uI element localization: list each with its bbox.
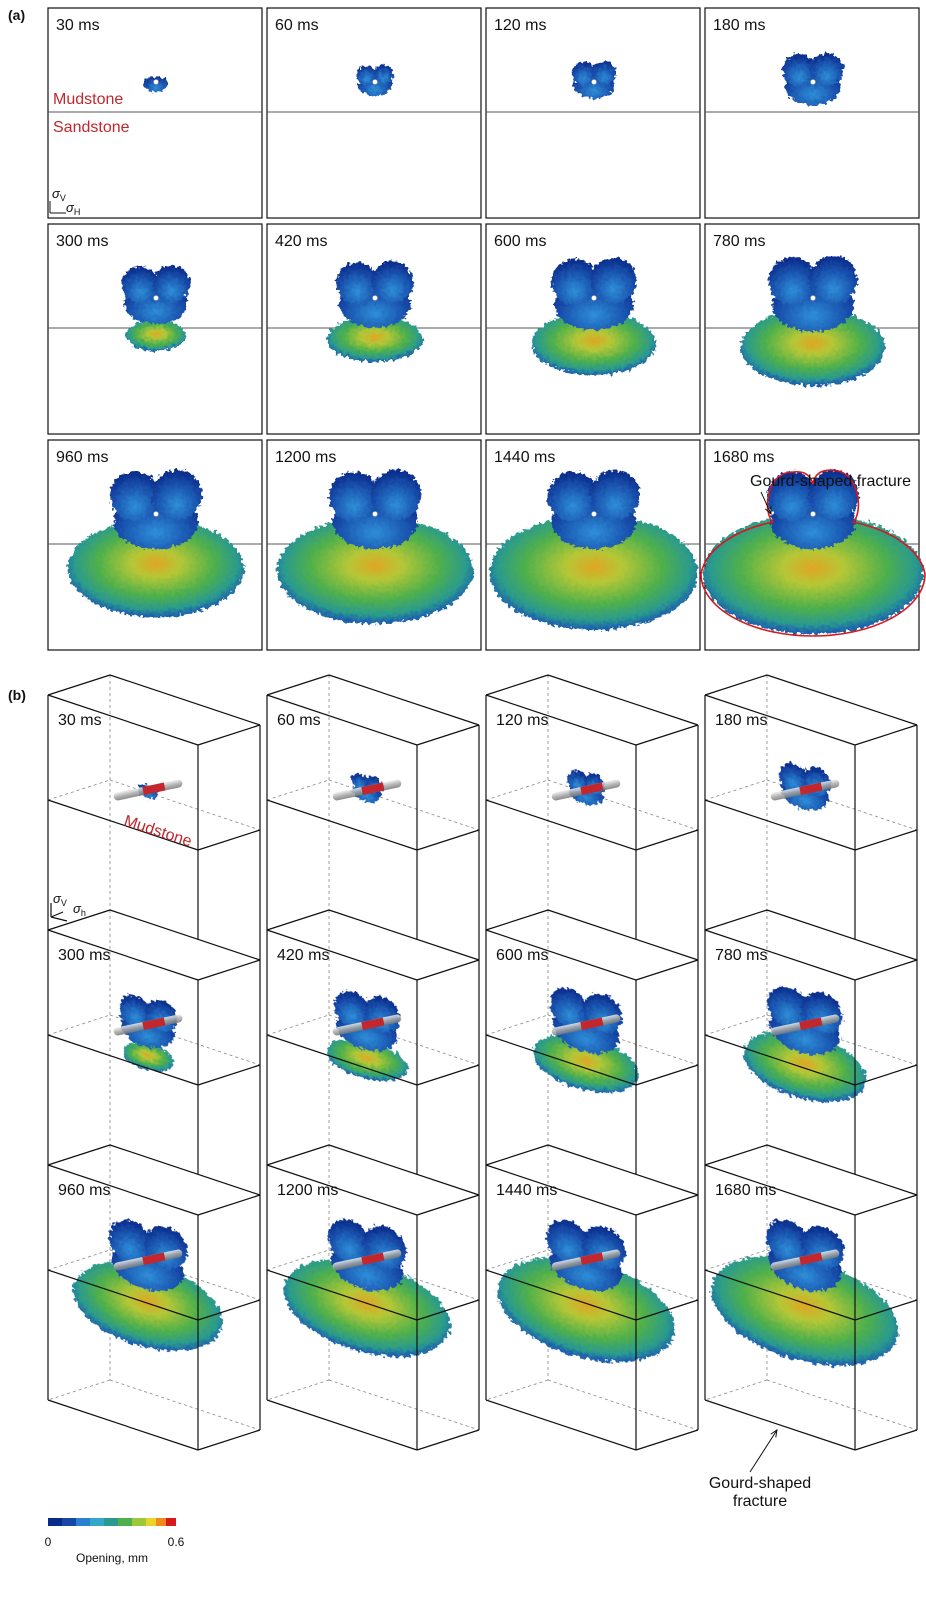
frame-time: 30 ms xyxy=(58,712,102,729)
annotation-arrow xyxy=(750,1430,777,1472)
fracture xyxy=(68,470,244,618)
wellbore xyxy=(592,80,597,85)
frame-3d: 1200 ms xyxy=(267,1145,479,1450)
fracture xyxy=(122,265,190,351)
mudstone-lobe xyxy=(153,265,190,302)
fracture xyxy=(327,261,423,362)
fracture xyxy=(741,256,885,386)
stress-subscript: H xyxy=(74,207,81,217)
frame-2d: 600 ms xyxy=(486,224,700,434)
fracture xyxy=(703,470,923,634)
mudstone-lobe xyxy=(372,261,414,303)
sandstone-fracture xyxy=(126,320,186,351)
frame-2d: 180 ms xyxy=(705,8,919,218)
frame-time: 1200 ms xyxy=(277,1182,338,1199)
stress-subscript: V xyxy=(61,898,67,908)
frame-time: 960 ms xyxy=(58,1182,110,1199)
mudstone-lobe xyxy=(590,470,640,520)
frame-2d: 1200 ms xyxy=(267,440,481,650)
frame-time: 120 ms xyxy=(496,712,548,729)
wellbore xyxy=(373,80,378,85)
fracture xyxy=(783,53,844,105)
frame-time: 600 ms xyxy=(494,233,546,250)
wellbore xyxy=(373,512,378,517)
frame-2d: 1680 ms Gourd-shaped fracture xyxy=(701,440,925,650)
wellbore xyxy=(592,296,597,301)
frame-2d: 300 ms xyxy=(48,224,262,434)
mudstone-lobe xyxy=(809,256,857,304)
frame-2d: 120 ms xyxy=(486,8,700,218)
wellbore xyxy=(811,296,816,301)
frame-time: 1200 ms xyxy=(275,449,336,466)
frame-time: 300 ms xyxy=(58,947,110,964)
wellbore xyxy=(811,512,816,517)
frame-time: 420 ms xyxy=(277,947,329,964)
frame-time: 1680 ms xyxy=(713,449,774,466)
annotation: Gourd-shaped xyxy=(709,1475,811,1492)
colorbar-tick: 0 xyxy=(45,1535,52,1549)
frame-time: 1680 ms xyxy=(715,1182,776,1199)
frame-time: 60 ms xyxy=(277,712,321,729)
wellbore xyxy=(592,512,597,517)
frame-time: 960 ms xyxy=(56,449,108,466)
frame-time: 180 ms xyxy=(715,712,767,729)
colorbar-tick: 0.6 xyxy=(168,1535,185,1549)
stress-subscript: V xyxy=(60,193,66,203)
annotation: Gourd-shaped fracture xyxy=(750,473,911,490)
wellbore xyxy=(373,296,378,301)
colorbar xyxy=(48,1518,176,1526)
frame-time: 780 ms xyxy=(713,233,765,250)
stress-subscript: h xyxy=(81,908,86,918)
annotation: fracture xyxy=(733,1493,787,1510)
frame-2d: 960 ms xyxy=(48,440,262,650)
wellbore xyxy=(811,80,816,85)
mudstone-lobe xyxy=(152,470,202,520)
wellbore xyxy=(154,512,159,517)
frame-2d: 420 ms xyxy=(267,224,481,434)
frame-time: 420 ms xyxy=(275,233,327,250)
frame-box xyxy=(48,8,262,218)
colorbar-label: Opening, mm xyxy=(76,1551,148,1565)
frame-time: 300 ms xyxy=(56,233,108,250)
frame-time: 600 ms xyxy=(496,947,548,964)
frame-time: 30 ms xyxy=(56,17,100,34)
frame-3d: 1440 ms xyxy=(486,1145,698,1450)
frame-3d: 960 ms xyxy=(48,1145,260,1450)
frame-time: 60 ms xyxy=(275,17,319,34)
frame-time: 780 ms xyxy=(715,947,767,964)
frame-time: 1440 ms xyxy=(494,449,555,466)
frame-time: 120 ms xyxy=(494,17,546,34)
layer-label: Mudstone xyxy=(53,91,123,108)
panel-label: (a) xyxy=(8,7,25,23)
frame-2d: 1440 ms xyxy=(486,440,700,650)
layer-label: Sandstone xyxy=(53,119,130,136)
panel-label: (b) xyxy=(8,687,26,703)
wellbore xyxy=(154,80,159,85)
frame-2d: 30 ms Mudstone Sandstone σVσH xyxy=(48,8,262,218)
frame-time: 180 ms xyxy=(713,17,765,34)
figure: (a) (b) 0 0.6 Opening, mm 30 ms Mudstone S… xyxy=(0,0,926,1601)
mudstone-lobe xyxy=(371,470,421,520)
frame-box xyxy=(705,8,919,218)
stress-label: σV xyxy=(52,186,66,203)
frame-2d: 780 ms xyxy=(705,224,919,434)
frame-2d: 60 ms xyxy=(267,8,481,218)
fracture xyxy=(532,258,656,376)
fracture xyxy=(277,470,473,624)
frame-time: 1440 ms xyxy=(496,1182,557,1199)
fracture xyxy=(490,470,698,630)
mudstone-lobe xyxy=(590,258,636,304)
frame-box xyxy=(267,8,481,218)
wellbore xyxy=(154,296,159,301)
frame-box xyxy=(486,8,700,218)
stress-label: σH xyxy=(66,200,80,217)
